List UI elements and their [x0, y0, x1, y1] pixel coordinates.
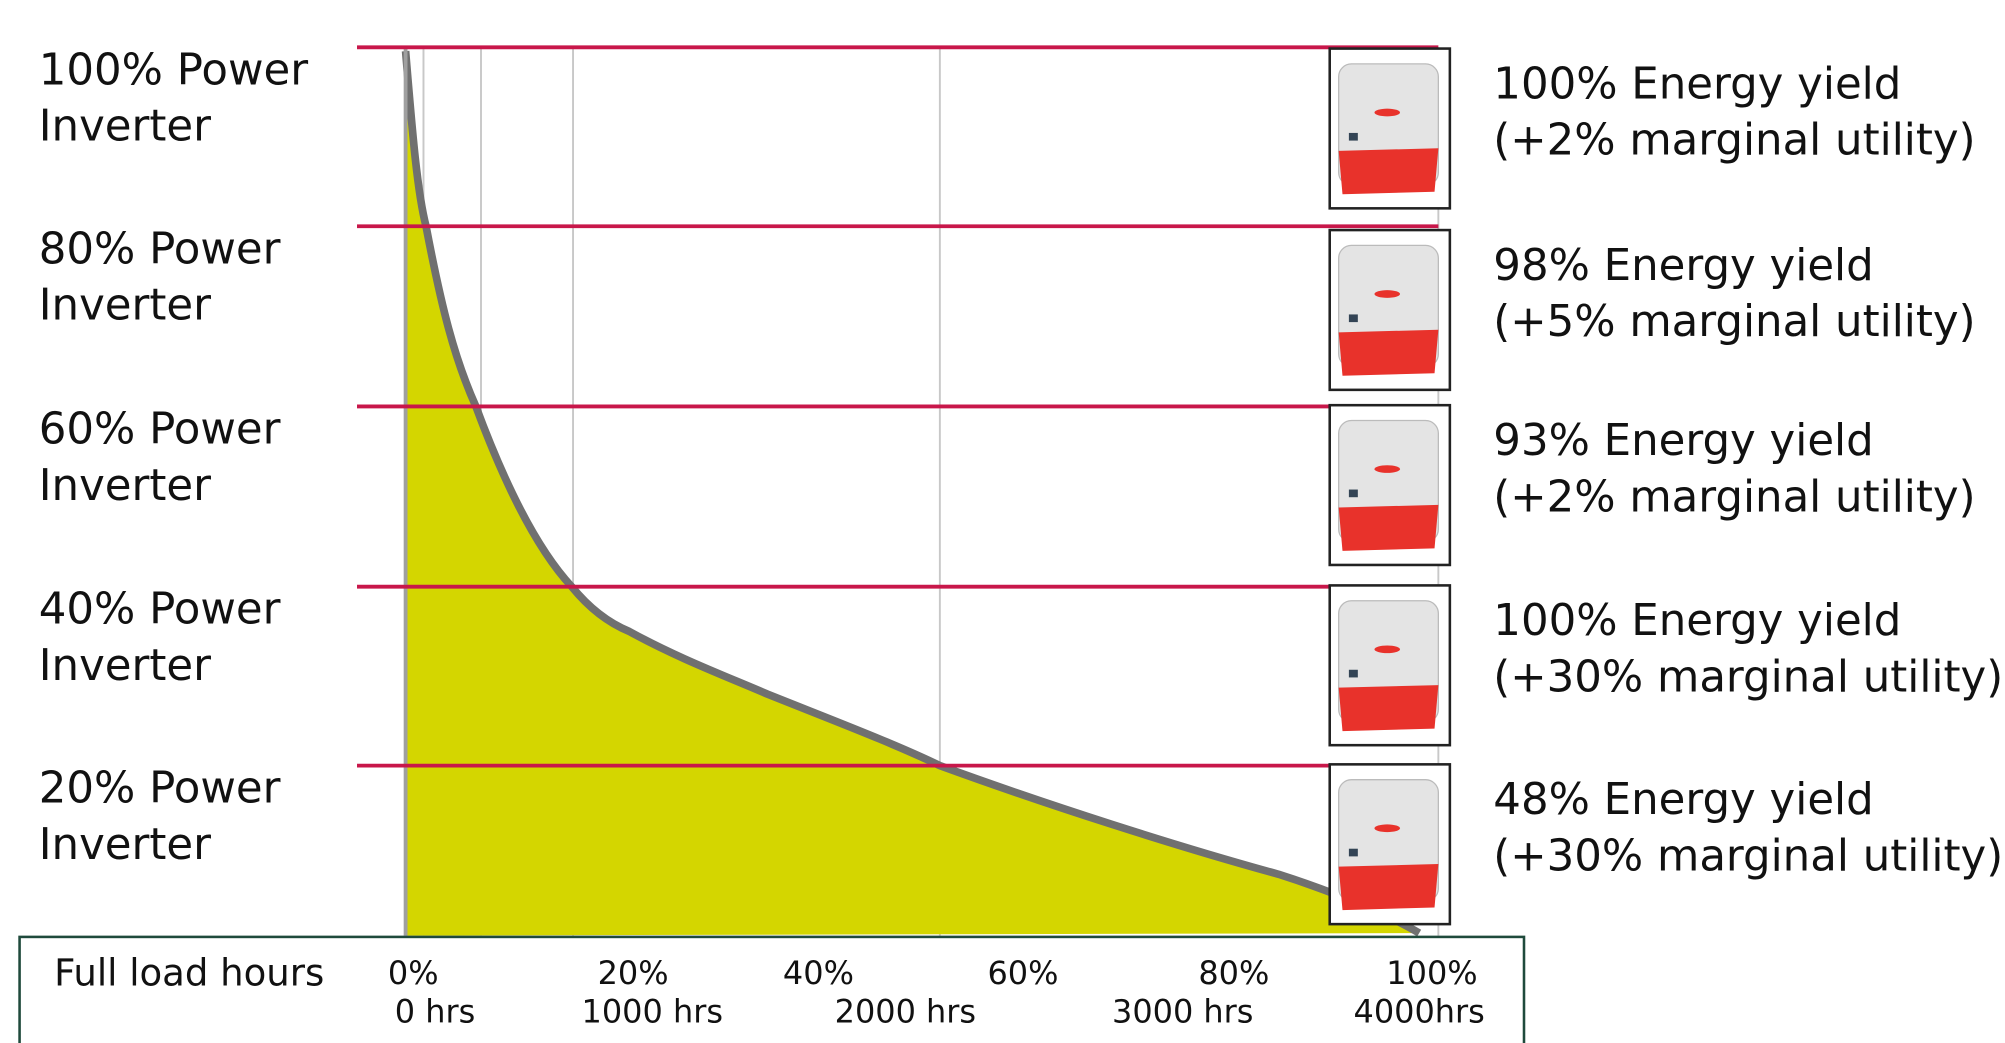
power-label: 40% Power	[39, 585, 281, 635]
icon-display	[1349, 670, 1358, 678]
inverter-icon	[1330, 49, 1450, 209]
icon-display	[1349, 490, 1358, 498]
icon-base	[1339, 505, 1439, 551]
load-area	[406, 51, 1420, 936]
yield-label: (+30% marginal utility)	[1493, 831, 2003, 881]
power-label: 80% Power	[39, 224, 281, 274]
axis-ticks: 0% 20% 40% 60% 80% 100% 0 hrs 1000 hrs 2000 hrs 3…	[388, 954, 1485, 1030]
power-label: Inverter	[39, 820, 211, 870]
inverter-icon	[1330, 230, 1450, 390]
icon-logo	[1374, 290, 1400, 298]
yield-label: 100% Energy yield	[1493, 59, 1901, 109]
icon-display	[1349, 314, 1358, 322]
power-label: Inverter	[39, 102, 211, 152]
percent-tick: 60%	[987, 954, 1058, 992]
inverter-icon	[1330, 764, 1450, 924]
percent-tick: 20%	[598, 954, 669, 992]
icon-logo	[1374, 109, 1400, 117]
icon-logo	[1374, 824, 1400, 832]
percent-tick: 40%	[783, 954, 854, 992]
icon-display	[1349, 849, 1358, 857]
yield-label: (+2% marginal utility)	[1493, 472, 1975, 522]
hour-tick: 1000 hrs	[582, 993, 723, 1031]
yield-label: (+5% marginal utility)	[1493, 297, 1975, 347]
icon-display	[1349, 133, 1358, 141]
yield-label: 98% Energy yield	[1493, 241, 1873, 291]
power-label: 60% Power	[39, 405, 281, 455]
inverter-icon	[1330, 585, 1450, 745]
yield-label: (+2% marginal utility)	[1493, 116, 1975, 166]
yield-label: 100% Energy yield	[1493, 596, 1901, 646]
icon-base	[1339, 330, 1439, 376]
icon-logo	[1374, 465, 1400, 473]
hour-tick: 3000 hrs	[1112, 993, 1253, 1031]
page: {"left_labels":[{"line1":"100% Power","l…	[0, 0, 2005, 1043]
hour-tick: 2000 hrs	[835, 993, 976, 1031]
yield-label: 93% Energy yield	[1493, 416, 1873, 466]
percent-tick: 100%	[1386, 954, 1477, 992]
icon-base	[1339, 148, 1439, 194]
hour-tick: 4000hrs	[1354, 993, 1485, 1031]
icon-logo	[1374, 645, 1400, 653]
power-label: 100% Power	[39, 45, 308, 95]
power-label: 20% Power	[39, 764, 281, 814]
power-label: Inverter	[39, 641, 211, 691]
power-label: Inverter	[39, 461, 211, 511]
diagram: 100% Power Inverter 100% Energy yield (+2% …	[0, 0, 2005, 1043]
inverter-icon	[1330, 405, 1450, 565]
percent-tick: 80%	[1198, 954, 1269, 992]
icon-base	[1339, 864, 1439, 910]
hour-tick: 0 hrs	[395, 993, 475, 1031]
yield-label: 48% Energy yield	[1493, 775, 1873, 825]
percent-tick: 0%	[388, 954, 439, 992]
axis-title: Full load hours	[54, 951, 324, 994]
icon-base	[1339, 685, 1439, 731]
power-label: Inverter	[39, 281, 211, 331]
yield-label: (+30% marginal utility)	[1493, 652, 2003, 702]
